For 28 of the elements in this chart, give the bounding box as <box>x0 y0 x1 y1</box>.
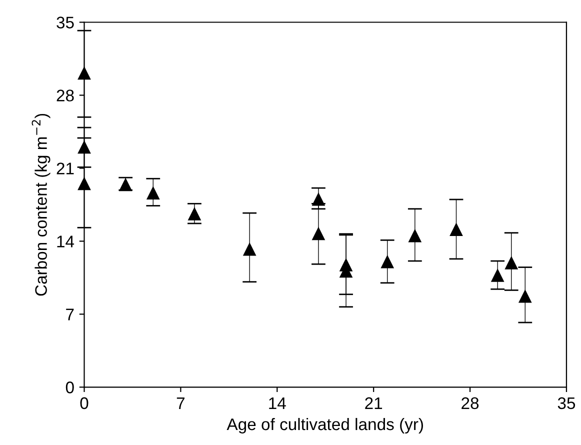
point <box>312 193 325 206</box>
x-tick-label: 35 <box>558 397 576 410</box>
point <box>408 230 422 242</box>
x-axis-title: Age of cultivated lands (yr) <box>226 418 423 434</box>
x-tick-label: 0 <box>80 397 88 410</box>
y-tick-label: 0 <box>66 382 74 394</box>
point <box>450 223 462 236</box>
x-tick-label: 28 <box>462 397 479 410</box>
point <box>491 269 504 282</box>
x-tick-label: 7 <box>176 397 184 409</box>
y-tick-label: 28 <box>56 90 74 102</box>
x-tick-label: 14 <box>269 397 286 409</box>
point <box>78 67 90 80</box>
y-axis-title: Carbon content (kg m$^{−2}$) <box>32 114 50 296</box>
point <box>146 186 160 200</box>
point <box>505 256 518 270</box>
point <box>78 141 90 154</box>
point <box>518 290 532 303</box>
y-tick-label: 14 <box>57 236 74 248</box>
point <box>78 178 90 190</box>
y-tick-label: 21 <box>56 162 74 174</box>
y-tick-label: 7 <box>66 308 74 320</box>
point <box>381 256 394 268</box>
point <box>243 243 256 256</box>
point <box>188 208 201 220</box>
y-tick-label: 35 <box>56 16 74 28</box>
point <box>312 228 325 240</box>
x-tick-label: 21 <box>365 397 382 409</box>
